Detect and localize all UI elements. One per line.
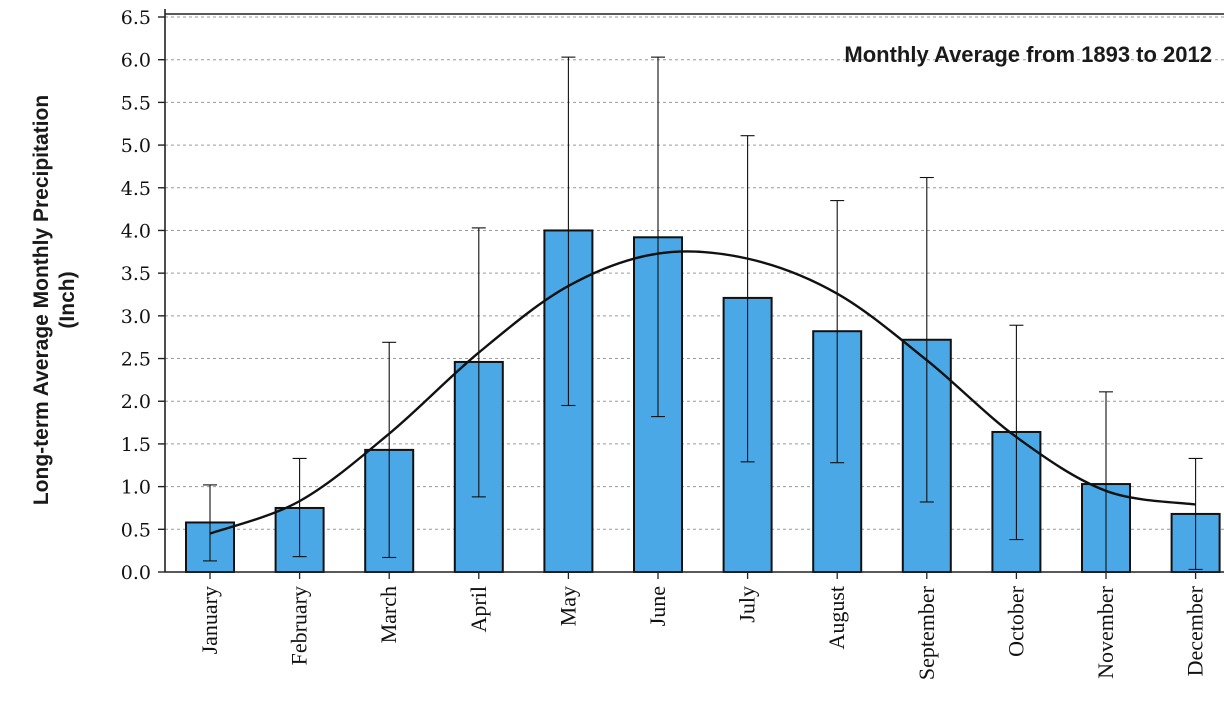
y-tick-label: 5.0: [121, 135, 151, 157]
x-tick-label: September: [914, 585, 939, 680]
x-tick-labels: January February March April May June July Augu…: [197, 585, 1208, 680]
trend-line: [209, 250, 1196, 535]
y-tick-label: 0.0: [121, 562, 151, 584]
y-tick-label: 1.0: [121, 477, 151, 499]
y-tick-label: 0.5: [121, 519, 151, 541]
error-bars: [203, 56, 1203, 573]
y-tick-labels: 0.0 0.5 1.0 1.5 2.0 2.5 3.0 3.5 4.0 4.5 5.0 5.5 6.0 6…: [121, 7, 151, 584]
x-tick-label: November: [1093, 585, 1118, 679]
x-tick-label: August: [824, 586, 849, 650]
chart-title: Monthly Average from 1893 to 2012: [844, 42, 1212, 67]
y-tick-label: 3.0: [121, 306, 151, 328]
y-axis-title-line1: Long-term Average Monthly Precipitation: [30, 95, 53, 505]
y-tick-label: 2.0: [121, 391, 151, 413]
x-tick-label: May: [555, 586, 580, 626]
y-tick-label: 6.5: [121, 7, 151, 29]
y-tick-label: 5.5: [121, 92, 151, 114]
y-tick-label: 2.5: [121, 349, 151, 371]
x-tick-label: February: [287, 586, 312, 665]
y-tick-label: 4.5: [121, 178, 151, 200]
y-tick-label: 4.0: [121, 220, 151, 242]
x-tick-label: March: [376, 586, 401, 643]
y-tick-label: 3.5: [121, 263, 151, 285]
x-tick-label: July: [735, 586, 760, 623]
y-tick-label: 1.5: [121, 434, 151, 456]
y-axis-title-line2: (Inch): [56, 271, 79, 328]
x-tick-label: December: [1183, 585, 1208, 676]
x-tick-label: June: [645, 586, 670, 626]
x-tick-label: January: [197, 586, 222, 654]
axes: [158, 9, 1224, 579]
x-tick-label: April: [466, 586, 491, 632]
x-tick-label: October: [1003, 585, 1028, 657]
gridlines: [165, 16, 1224, 530]
y-tick-label: 6.0: [121, 50, 151, 72]
